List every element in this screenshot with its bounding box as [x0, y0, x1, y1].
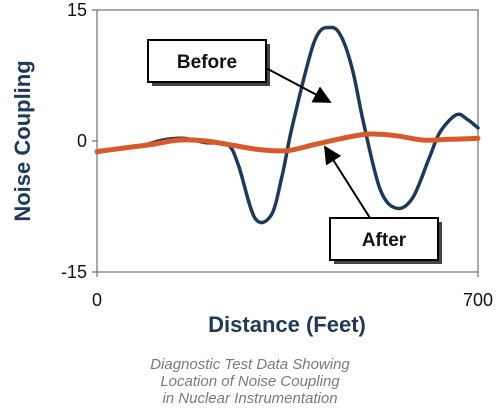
- series-layer: [94, 25, 481, 225]
- x-tick-label: 0: [92, 290, 102, 310]
- series-after-line: [94, 131, 481, 154]
- x-tick-label: 700: [463, 290, 493, 310]
- line-chart: 150-150 700 Distance (Feet) Noise Couplin…: [10, 0, 493, 337]
- callout-label: Before: [177, 52, 237, 73]
- y-tick-label: -15: [61, 262, 87, 282]
- caption-line-1: Diagnostic Test Data Showing: [150, 356, 350, 373]
- callout-label: After: [362, 230, 407, 251]
- callouts: Before After: [147, 39, 442, 264]
- callout-box: [329, 217, 439, 261]
- y-tick-label: 0: [77, 131, 87, 151]
- figure-caption: Diagnostic Test Data Showing Location of…: [0, 356, 500, 407]
- tick-labels: 150-150 700: [61, 0, 493, 310]
- y-tick-label: 15: [67, 0, 87, 20]
- y-axis-title: Noise Coupling: [10, 60, 35, 221]
- caption-line-3: in Nuclear Instrumentation: [162, 390, 338, 407]
- callout-box: [147, 39, 267, 83]
- caption-line-2: Location of Noise Coupling: [160, 373, 340, 390]
- x-axis-title: Distance (Feet): [208, 312, 366, 337]
- callout-arrow: [324, 145, 371, 219]
- callout-after: After: [324, 145, 442, 264]
- callout-before: Before: [147, 39, 332, 103]
- callout-arrow: [265, 67, 332, 103]
